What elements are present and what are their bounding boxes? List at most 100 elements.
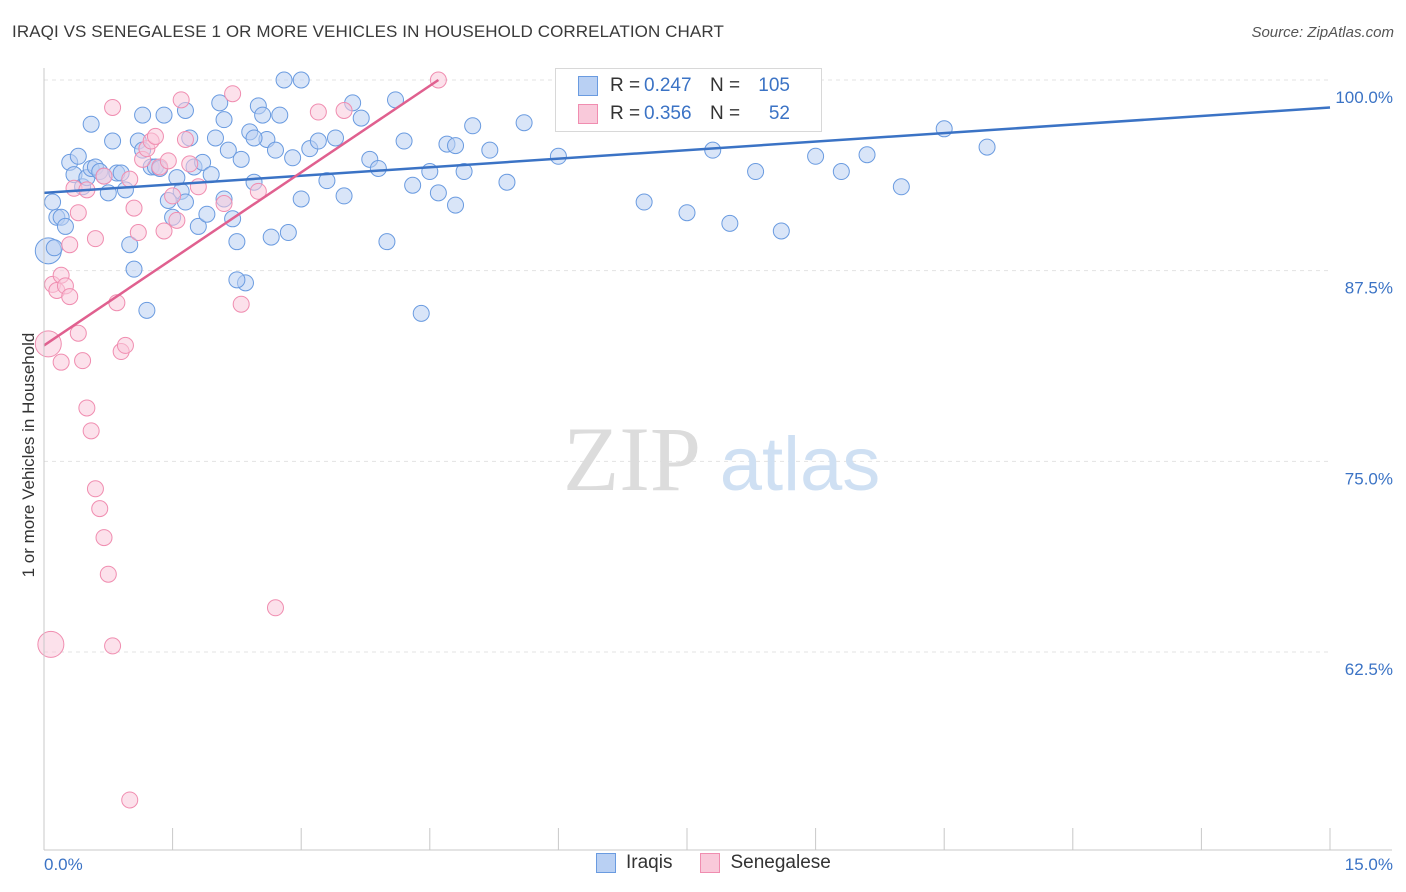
senegalese-point[interactable]	[146, 127, 164, 145]
iraqi-point[interactable]	[378, 233, 396, 251]
senegalese-point[interactable]	[232, 295, 250, 313]
iraqi-point[interactable]	[275, 71, 293, 89]
iraqi-point[interactable]	[279, 224, 297, 242]
iraqi-point[interactable]	[858, 146, 876, 164]
iraqi-point[interactable]	[335, 187, 353, 205]
senegalese-point[interactable]	[249, 182, 267, 200]
senegalese-point[interactable]	[309, 103, 327, 121]
senegalese-point[interactable]	[129, 224, 147, 242]
iraqi-point[interactable]	[198, 205, 216, 223]
iraqi-point[interactable]	[125, 260, 143, 278]
iraqi-point[interactable]	[404, 176, 422, 194]
senegalese-point[interactable]	[266, 599, 284, 617]
iraqi-point[interactable]	[369, 159, 387, 177]
iraqi-point[interactable]	[772, 222, 790, 240]
iraqi-point[interactable]	[447, 137, 465, 155]
iraqi-point[interactable]	[455, 163, 473, 181]
iraqi-point[interactable]	[481, 141, 499, 159]
senegalese-point[interactable]	[116, 336, 134, 354]
senegalese-point[interactable]	[99, 565, 117, 583]
iraqi-point[interactable]	[352, 109, 370, 127]
senegalese-point[interactable]	[172, 91, 190, 109]
senegalese-point[interactable]	[164, 187, 182, 205]
iraqi-point[interactable]	[447, 196, 465, 214]
senegalese-point[interactable]	[159, 152, 177, 170]
senegalese-point[interactable]	[168, 211, 186, 229]
iraqi-point[interactable]	[266, 141, 284, 159]
iraqi-point[interactable]	[515, 114, 533, 132]
iraqi-point[interactable]	[138, 301, 156, 319]
iraqi-point[interactable]	[635, 193, 653, 211]
iraqi-point[interactable]	[395, 132, 413, 150]
iraqi-point[interactable]	[56, 217, 74, 235]
iraqi-point[interactable]	[271, 106, 289, 124]
iraqi-point[interactable]	[215, 111, 233, 129]
iraqi-point[interactable]	[412, 304, 430, 322]
senegalese-point[interactable]	[176, 130, 194, 148]
iraqi-point[interactable]	[807, 147, 825, 165]
senegalese-point[interactable]	[86, 230, 104, 248]
iraqi-point[interactable]	[464, 117, 482, 135]
iraqi-point[interactable]	[232, 150, 250, 168]
legend-item-senegalese[interactable]: Senegalese	[700, 852, 831, 874]
iraqi-point[interactable]	[747, 163, 765, 181]
iraqi-point[interactable]	[104, 132, 122, 150]
senegalese-point[interactable]	[95, 529, 113, 547]
senegalese-point[interactable]	[215, 195, 233, 213]
iraqi-point[interactable]	[211, 94, 229, 112]
iraqi-point[interactable]	[82, 115, 100, 133]
iraqi-point[interactable]	[318, 172, 336, 190]
senegalese-point[interactable]	[91, 500, 109, 518]
iraqi-point[interactable]	[228, 233, 246, 251]
senegalese-point[interactable]	[78, 399, 96, 417]
senegalese-point[interactable]	[121, 791, 139, 809]
senegalese-point[interactable]	[104, 98, 122, 116]
iraqi-point[interactable]	[678, 204, 696, 222]
iraqi-point[interactable]	[429, 184, 447, 202]
senegalese-point[interactable]	[61, 288, 79, 306]
senegalese-point[interactable]	[69, 324, 87, 342]
senegalese-point[interactable]	[86, 480, 104, 498]
senegalese-point[interactable]	[335, 102, 353, 120]
iraqi-point[interactable]	[44, 193, 62, 211]
iraqi-point[interactable]	[219, 141, 237, 159]
senegalese-point[interactable]	[52, 353, 70, 371]
senegalese-point[interactable]	[82, 422, 100, 440]
senegalese-point[interactable]	[125, 199, 143, 217]
iraqi-point[interactable]	[45, 239, 63, 257]
iraqi-point[interactable]	[832, 163, 850, 181]
iraqi-point[interactable]	[121, 236, 139, 254]
iraqi-point[interactable]	[206, 129, 224, 147]
iraqi-point[interactable]	[69, 147, 87, 165]
iraqi-point[interactable]	[309, 132, 327, 150]
senegalese-point[interactable]	[69, 204, 87, 222]
iraqi-point[interactable]	[704, 141, 722, 159]
iraqi-point[interactable]	[134, 106, 152, 124]
iraqi-point[interactable]	[284, 149, 302, 167]
iraqi-trendline	[43, 106, 1331, 195]
iraqi-point[interactable]	[292, 71, 310, 89]
iraqi-point[interactable]	[292, 190, 310, 208]
iraqi-point[interactable]	[262, 228, 280, 246]
iraqi-point[interactable]	[189, 217, 207, 235]
iraqi-point[interactable]	[549, 147, 567, 165]
iraqi-point[interactable]	[721, 214, 739, 232]
iraqi-point[interactable]	[978, 138, 996, 156]
legend-item-iraqis[interactable]: Iraqis	[596, 852, 672, 874]
senegalese-point[interactable]	[95, 167, 113, 185]
iraqi-point[interactable]	[228, 271, 246, 289]
iraqi-point[interactable]	[498, 173, 516, 191]
senegalese-point[interactable]	[155, 222, 173, 240]
iraqi-point[interactable]	[892, 178, 910, 196]
iraqi-point[interactable]	[245, 129, 263, 147]
iraqi-point[interactable]	[326, 129, 344, 147]
senegalese-point[interactable]	[181, 155, 199, 173]
senegalese-point[interactable]	[121, 170, 139, 188]
senegalese-point[interactable]	[104, 637, 122, 655]
iraqi-point[interactable]	[254, 106, 272, 124]
senegalese-point[interactable]	[224, 85, 242, 103]
senegalese-point[interactable]	[61, 236, 79, 254]
iraqi-point[interactable]	[155, 106, 173, 124]
senegalese-point[interactable]	[37, 630, 65, 658]
senegalese-point[interactable]	[74, 352, 92, 370]
